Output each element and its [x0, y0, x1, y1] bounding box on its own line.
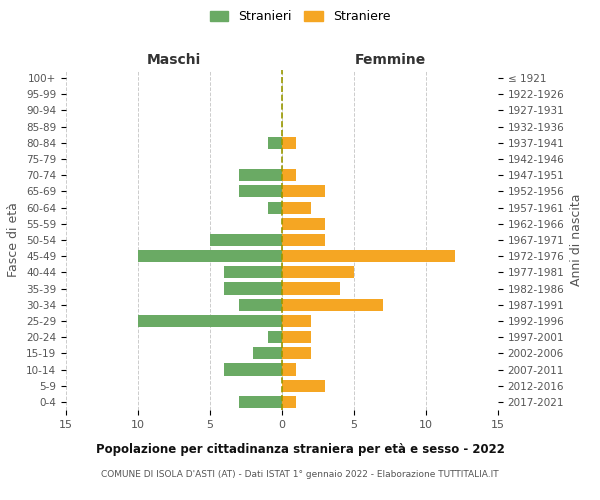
Bar [282, 282, 340, 294]
Bar [239, 298, 282, 311]
Bar [138, 315, 282, 327]
Bar [282, 186, 325, 198]
Y-axis label: Fasce di età: Fasce di età [7, 202, 20, 278]
Bar [282, 315, 311, 327]
Bar [282, 137, 296, 149]
Bar [282, 364, 296, 376]
Bar [282, 218, 325, 230]
Bar [253, 348, 282, 360]
Bar [268, 137, 282, 149]
Bar [282, 169, 296, 181]
Bar [282, 266, 354, 278]
Bar [239, 169, 282, 181]
Bar [210, 234, 282, 246]
Text: Maschi: Maschi [147, 53, 201, 67]
Bar [224, 282, 282, 294]
Bar [282, 202, 311, 213]
Bar [282, 250, 455, 262]
Bar [239, 186, 282, 198]
Bar [268, 331, 282, 343]
Y-axis label: Anni di nascita: Anni di nascita [570, 194, 583, 286]
Bar [282, 331, 311, 343]
Bar [224, 364, 282, 376]
Text: COMUNE DI ISOLA D'ASTI (AT) - Dati ISTAT 1° gennaio 2022 - Elaborazione TUTTITAL: COMUNE DI ISOLA D'ASTI (AT) - Dati ISTAT… [101, 470, 499, 479]
Bar [224, 266, 282, 278]
Bar [282, 380, 325, 392]
Bar [138, 250, 282, 262]
Text: Popolazione per cittadinanza straniera per età e sesso - 2022: Popolazione per cittadinanza straniera p… [95, 442, 505, 456]
Bar [239, 396, 282, 408]
Legend: Stranieri, Straniere: Stranieri, Straniere [205, 5, 395, 28]
Bar [282, 234, 325, 246]
Bar [282, 348, 311, 360]
Bar [268, 202, 282, 213]
Bar [282, 396, 296, 408]
Text: Femmine: Femmine [355, 53, 425, 67]
Bar [282, 298, 383, 311]
